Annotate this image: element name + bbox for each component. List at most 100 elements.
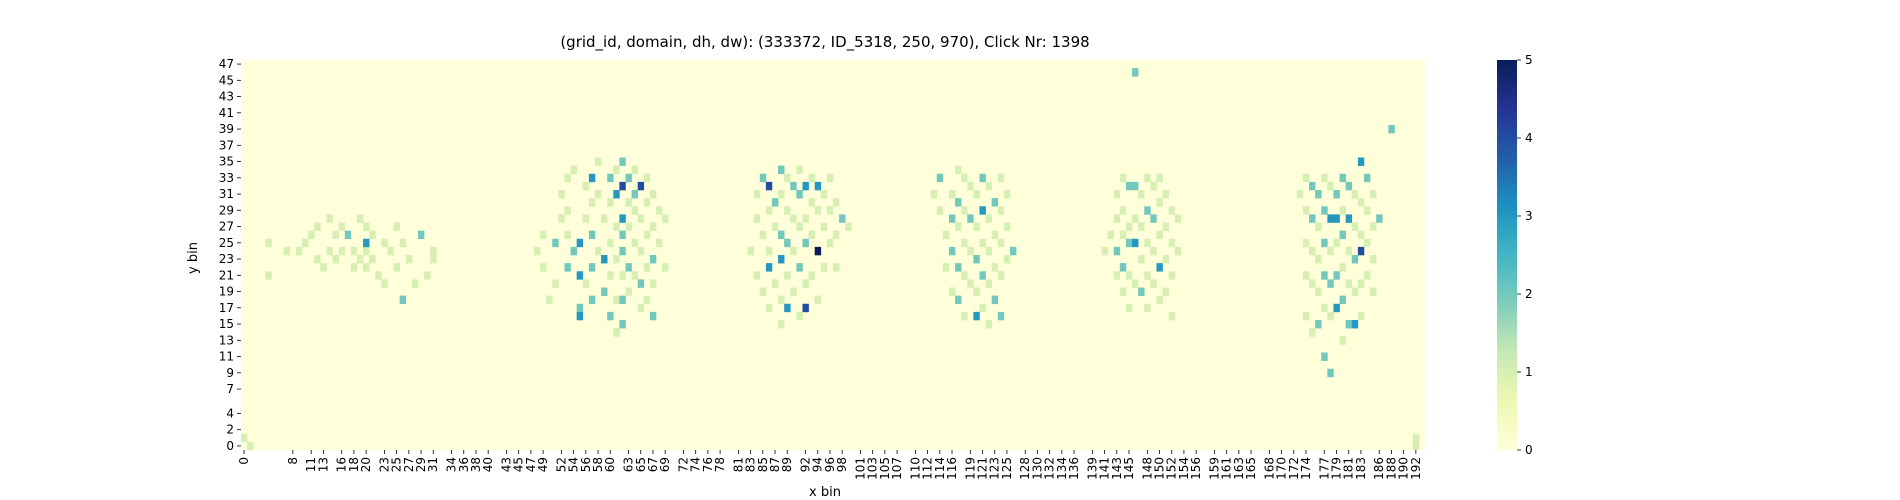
heatmap-cell — [1370, 287, 1377, 296]
heatmap-cell — [790, 246, 797, 256]
heatmap-cell — [1009, 246, 1017, 256]
heatmap-cell — [1357, 157, 1365, 166]
y-axis-label: y bin — [186, 242, 201, 274]
heatmap-cell — [582, 279, 590, 288]
heatmap-cell — [619, 181, 626, 191]
heatmap-cell — [1327, 311, 1334, 321]
heatmap-cell — [991, 230, 999, 240]
heatmap-cell — [814, 206, 822, 215]
heatmap-cell — [601, 214, 608, 223]
heatmap-cell — [759, 230, 767, 240]
heatmap-cell — [820, 263, 828, 272]
heatmap-cell — [576, 238, 584, 248]
x-tick-label: 190 — [1397, 457, 1411, 480]
heatmap-cell — [344, 230, 352, 240]
x-tick-label: 119 — [963, 457, 977, 480]
heatmap-cell — [1113, 246, 1121, 256]
y-axis: 0247911131517192123252729313335373941434… — [219, 57, 241, 453]
heatmap-cell — [967, 214, 974, 223]
x-tick-label: 92 — [799, 457, 813, 472]
heatmap-cell — [631, 190, 638, 199]
heatmap-cell — [1333, 190, 1340, 199]
heatmap-cell — [1370, 222, 1377, 231]
heatmap-cell — [649, 255, 657, 264]
heatmap-cell — [594, 246, 602, 256]
heatmap-cell — [991, 198, 999, 207]
x-tick-label: 72 — [677, 457, 691, 472]
heatmap-cell — [607, 238, 614, 248]
heatmap-cell — [332, 230, 339, 240]
heatmap-cell — [1345, 214, 1353, 223]
heatmap-cell — [363, 246, 370, 256]
heatmap-cell — [820, 222, 828, 231]
heatmap-cell — [1168, 238, 1176, 248]
heatmap-cell — [326, 214, 333, 223]
heatmap-cell — [1345, 181, 1353, 191]
heatmap-cell — [802, 238, 809, 248]
x-tick-label: 141 — [1098, 457, 1112, 480]
heatmap-cell — [1125, 271, 1133, 280]
heatmap-cell — [979, 173, 986, 183]
x-tick-label: 18 — [347, 457, 361, 472]
heatmap-background — [241, 60, 1425, 450]
heatmap-cell — [802, 279, 809, 288]
heatmap-cell — [833, 198, 840, 207]
heatmap-cell — [417, 230, 425, 240]
heatmap-cell — [985, 214, 992, 223]
heatmap-cell — [594, 190, 602, 199]
heatmap-cell — [1302, 311, 1310, 321]
heatmap-cell — [363, 263, 370, 272]
y-tick-label: 7 — [226, 382, 234, 396]
heatmap-cell — [1138, 190, 1145, 199]
heatmap-cell — [399, 238, 407, 248]
x-tick-label: 65 — [634, 457, 648, 472]
x-tick-label: 121 — [976, 457, 990, 480]
y-tick-label: 29 — [219, 203, 234, 217]
heatmap-cell — [784, 173, 791, 183]
heatmap-cell — [784, 238, 791, 248]
heatmap-cell — [1357, 279, 1365, 288]
heatmap-cell — [1357, 230, 1365, 240]
heatmap-cell — [790, 181, 797, 191]
heatmap-cell — [1302, 173, 1310, 183]
y-tick-label: 33 — [219, 171, 234, 185]
heatmap-cell — [802, 303, 809, 313]
x-tick-label: 163 — [1232, 457, 1246, 480]
y-tick-label: 39 — [219, 122, 234, 136]
colorbar-tick-label: 0 — [1525, 443, 1533, 457]
heatmap-cell — [308, 230, 315, 240]
heatmap-cell — [1168, 206, 1176, 215]
heatmap-cell — [1119, 263, 1127, 272]
heatmap-cell — [564, 173, 571, 183]
x-tick-label: 81 — [731, 457, 745, 472]
y-tick-label: 15 — [219, 317, 234, 331]
heatmap-cell — [265, 271, 272, 280]
x-tick-label: 107 — [890, 457, 904, 480]
heatmap-cell — [1339, 263, 1346, 272]
heatmap-cell — [948, 246, 956, 256]
heatmap-cell — [1144, 238, 1151, 248]
x-tick-label: 177 — [1317, 457, 1331, 480]
heatmap-cell — [1321, 238, 1328, 248]
heatmap-cell — [1113, 190, 1121, 199]
heatmap-cell — [973, 287, 980, 296]
x-tick-label: 27 — [402, 457, 416, 472]
heatmap-cell — [356, 214, 364, 223]
heatmap-cell — [576, 303, 584, 313]
heatmap-cell — [1144, 206, 1151, 215]
heatmap-cell — [997, 206, 1005, 215]
heatmap-cell — [637, 181, 645, 191]
heatmap-cell — [1309, 246, 1316, 256]
heatmap-cell — [338, 246, 346, 256]
heatmap-cell — [1168, 311, 1176, 321]
heatmap-cell — [1309, 328, 1316, 337]
colorbar-tick-label: 1 — [1525, 365, 1533, 379]
heatmap-cell — [588, 230, 596, 240]
y-tick-label: 25 — [219, 236, 234, 250]
heatmap-cell — [753, 271, 761, 280]
heatmap-cell — [808, 198, 815, 207]
heatmap-cell — [1412, 433, 1420, 443]
x-tick-label: 128 — [1018, 457, 1032, 480]
heatmap-cell — [1113, 214, 1121, 223]
heatmap-cell — [399, 295, 407, 305]
